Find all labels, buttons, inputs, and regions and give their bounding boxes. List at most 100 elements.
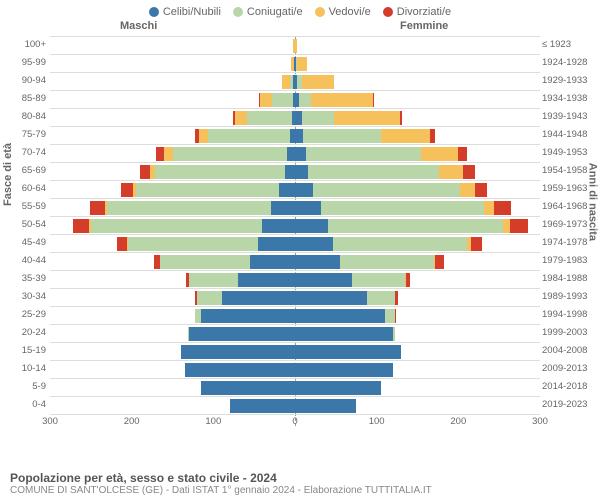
birth-year-label: 1959-1963	[542, 183, 598, 194]
bar-segment	[160, 255, 250, 269]
legend-dot-icon	[315, 7, 325, 17]
bar-segment	[406, 273, 410, 287]
legend-item: Celibi/Nubili	[149, 6, 221, 18]
bar-segment	[136, 183, 279, 197]
age-label: 70-74	[6, 147, 46, 158]
bar-segment	[201, 381, 295, 395]
bar-segment	[393, 327, 395, 341]
birth-year-label: 1989-1993	[542, 291, 598, 302]
bars-female	[295, 147, 467, 161]
pyramid-row: 25-291994-1998	[50, 306, 540, 324]
age-label: 30-34	[6, 291, 46, 302]
bar-segment	[313, 183, 460, 197]
bar-segment	[295, 327, 393, 341]
bars-female	[295, 39, 297, 53]
bar-segment	[295, 147, 306, 161]
bar-segment	[297, 57, 307, 71]
age-label: 0-4	[6, 399, 46, 410]
x-tick: 200	[450, 416, 466, 427]
bar-segment	[295, 309, 385, 323]
bar-segment	[471, 237, 482, 251]
bars-female	[295, 291, 398, 305]
bar-segment	[247, 111, 292, 125]
bar-segment	[282, 75, 290, 89]
bar-segment	[400, 111, 402, 125]
x-tick: 300	[532, 416, 548, 427]
bar-segment	[463, 165, 474, 179]
bar-segment	[262, 219, 295, 233]
bar-segment	[458, 147, 468, 161]
x-tick: 200	[124, 416, 140, 427]
age-label: 5-9	[6, 381, 46, 392]
bars-female	[295, 219, 528, 233]
bar-segment	[295, 363, 393, 377]
bars-male	[195, 309, 295, 323]
bar-segment	[201, 309, 295, 323]
birth-year-label: 1934-1938	[542, 93, 598, 104]
pyramid-row: 80-841939-1943	[50, 108, 540, 126]
bars-male	[282, 75, 295, 89]
bar-segment	[295, 237, 333, 251]
bars-female	[295, 363, 393, 377]
bar-segment	[155, 165, 286, 179]
bars-female	[295, 165, 475, 179]
bar-segment	[107, 201, 270, 215]
pyramid-row: 0-42019-2023	[50, 396, 540, 414]
legend-dot-icon	[149, 7, 159, 17]
bar-segment	[164, 147, 172, 161]
bars-male	[156, 147, 295, 161]
age-label: 25-29	[6, 309, 46, 320]
legend-label: Coniugati/e	[247, 6, 303, 18]
bars-male	[230, 399, 295, 413]
bar-segment	[352, 273, 405, 287]
bars-male	[90, 201, 295, 215]
x-tick: 0	[292, 416, 297, 427]
x-tick: 100	[205, 416, 221, 427]
bar-segment	[222, 291, 296, 305]
bars-female	[295, 75, 334, 89]
bar-segment	[258, 237, 295, 251]
pyramid-row: 50-541969-1973	[50, 216, 540, 234]
bars-female	[295, 273, 410, 287]
bar-segment	[250, 255, 295, 269]
age-label: 45-49	[6, 237, 46, 248]
birth-year-label: 1999-2003	[542, 327, 598, 338]
age-label: 75-79	[6, 129, 46, 140]
bar-segment	[306, 147, 420, 161]
bar-segment	[279, 183, 295, 197]
age-label: 80-84	[6, 111, 46, 122]
bars-female	[295, 57, 307, 71]
bar-segment	[260, 93, 272, 107]
bar-segment	[395, 291, 397, 305]
birth-year-label: 2014-2018	[542, 381, 598, 392]
birth-year-label: ≤ 1923	[542, 39, 598, 50]
x-axis: 3002001000100200300	[50, 416, 540, 440]
pyramid-row: 45-491974-1978	[50, 234, 540, 252]
bar-segment	[199, 129, 209, 143]
age-label: 100+	[6, 39, 46, 50]
bar-segment	[295, 201, 321, 215]
bars-male	[195, 291, 295, 305]
legend-label: Celibi/Nubili	[163, 6, 221, 18]
birth-year-label: 1949-1953	[542, 147, 598, 158]
bar-segment	[421, 147, 458, 161]
column-headers: Maschi Femmine	[0, 20, 600, 36]
bars-female	[295, 201, 511, 215]
bar-segment	[295, 165, 308, 179]
bar-segment	[208, 129, 290, 143]
bar-segment	[140, 165, 150, 179]
pyramid-row: 75-791944-1948	[50, 126, 540, 144]
bar-segment	[510, 219, 528, 233]
birth-year-label: 1944-1948	[542, 129, 598, 140]
legend-label: Divorziati/e	[397, 6, 451, 18]
bar-segment	[430, 129, 435, 143]
bar-segment	[302, 75, 335, 89]
bar-segment	[308, 165, 439, 179]
bar-segment	[311, 93, 372, 107]
bar-segment	[299, 93, 311, 107]
bar-segment	[475, 183, 487, 197]
bar-segment	[181, 345, 295, 359]
pyramid-row: 5-92014-2018	[50, 378, 540, 396]
pyramid-row: 85-891934-1938	[50, 90, 540, 108]
bars-male	[121, 183, 295, 197]
